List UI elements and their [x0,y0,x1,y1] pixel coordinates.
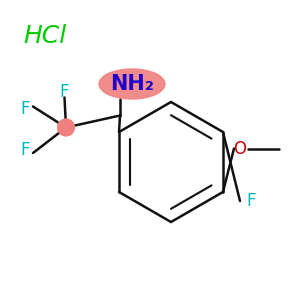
Text: F: F [21,141,30,159]
Text: F: F [246,192,256,210]
Text: NH₂: NH₂ [110,74,154,94]
Text: F: F [21,100,30,118]
Text: F: F [60,82,69,100]
Ellipse shape [99,69,165,99]
Circle shape [58,119,74,136]
Text: O: O [233,140,247,158]
Text: HCl: HCl [23,24,67,48]
